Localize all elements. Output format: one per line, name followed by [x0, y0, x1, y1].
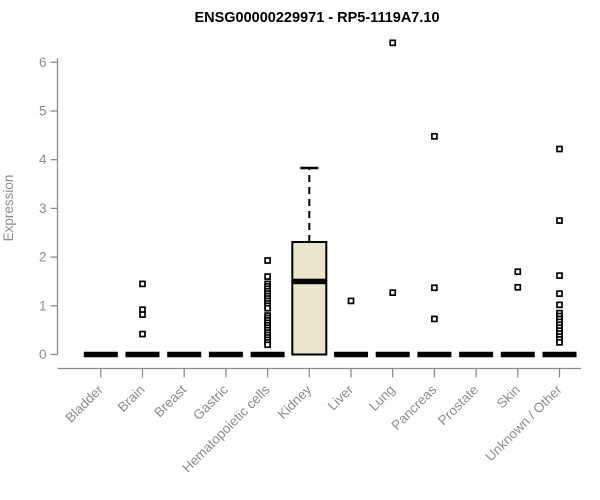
median-bar: [542, 351, 577, 358]
outlier-point: [431, 315, 438, 323]
y-axis-tick-label: 4: [39, 152, 47, 167]
outlier-point: [514, 283, 522, 291]
outlier-point: [139, 330, 146, 338]
box: [291, 241, 328, 356]
x-axis-tick-label: Bladder: [62, 382, 106, 426]
median-bar: [500, 351, 535, 358]
x-axis-tick-label: Lung: [366, 382, 398, 414]
outlier-point: [139, 311, 146, 318]
outlier-point: [264, 304, 271, 312]
x-axis-tick-label: Breast: [151, 382, 189, 420]
median-bar: [334, 351, 368, 358]
outlier-point: [556, 145, 563, 153]
median-bar: [250, 351, 285, 358]
y-axis-label: Expression: [1, 175, 16, 242]
median-bar: [292, 278, 327, 285]
median-bar: [417, 351, 452, 358]
outlier-point: [514, 268, 522, 276]
outlier-point: [264, 273, 271, 280]
x-axis-tick-label: Pancreas: [389, 382, 440, 433]
median-bar: [83, 351, 118, 358]
outlier-point: [556, 290, 563, 297]
x-axis-tick-label: Skin: [494, 382, 523, 411]
median-bar: [208, 351, 243, 358]
outlier-point: [431, 284, 438, 292]
median-bar: [125, 351, 160, 358]
x-axis-tick-label: Prostate: [435, 382, 481, 428]
chart-title: ENSG00000229971 - RP5-1119A7.10: [194, 10, 439, 26]
outlier-point: [431, 132, 438, 140]
outlier-point: [556, 217, 563, 224]
x-axis-tick-label: Kidney: [275, 382, 315, 422]
median-bar: [459, 351, 494, 358]
median-bar: [167, 351, 202, 358]
median-bar: [375, 351, 410, 358]
x-axis-tick-label: Unknown / Other: [482, 382, 565, 465]
outlier-point: [556, 272, 563, 279]
y-axis-tick-label: 5: [39, 104, 47, 119]
outlier-point: [139, 280, 146, 288]
x-axis-tick-label: Gastric: [190, 382, 231, 423]
y-axis-tick-label: 3: [39, 201, 47, 216]
y-axis-tick-label: 0: [39, 347, 47, 362]
outlier-point: [264, 257, 271, 264]
outlier-point: [389, 289, 397, 297]
outlier-point: [347, 297, 355, 305]
outlier-point: [556, 301, 563, 309]
x-axis-tick-label: Liver: [325, 382, 357, 414]
outlier-point: [264, 341, 271, 349]
y-axis-tick-label: 2: [39, 250, 47, 265]
y-axis-tick-label: 6: [39, 55, 47, 70]
y-axis-tick-label: 1: [39, 298, 47, 313]
x-axis-tick-label: Brain: [115, 382, 148, 415]
outlier-point: [556, 338, 563, 346]
outlier-point: [389, 39, 397, 47]
